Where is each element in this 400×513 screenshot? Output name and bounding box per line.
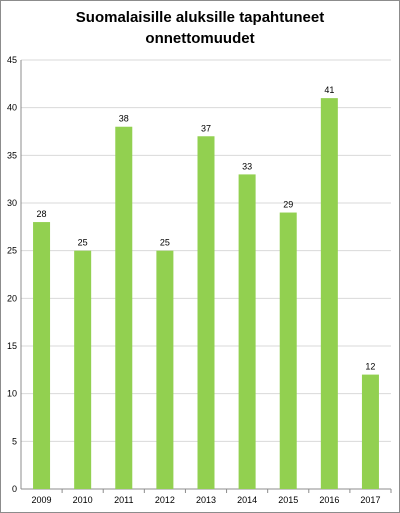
bar bbox=[238, 174, 256, 489]
y-tick-label: 20 bbox=[7, 293, 17, 303]
bar bbox=[156, 250, 174, 489]
data-label: 41 bbox=[324, 85, 334, 95]
data-label: 25 bbox=[160, 238, 170, 248]
x-tick-label: 2011 bbox=[114, 495, 133, 505]
x-tick-label: 2014 bbox=[237, 495, 257, 505]
y-tick-label: 30 bbox=[7, 198, 17, 208]
chart-title-line-2: onnettomuudet bbox=[145, 30, 255, 47]
y-tick-label: 40 bbox=[7, 103, 17, 113]
x-tick-label: 2016 bbox=[319, 495, 339, 505]
data-label: 38 bbox=[119, 114, 129, 124]
y-tick-label: 15 bbox=[7, 341, 17, 351]
data-label: 33 bbox=[242, 161, 252, 171]
y-tick-label: 10 bbox=[7, 389, 17, 399]
bar bbox=[33, 222, 51, 490]
chart-title-line-1: Suomalaisille aluksille tapahtuneet bbox=[75, 9, 325, 26]
x-tick-label: 2012 bbox=[155, 495, 175, 505]
x-tick-label: 2015 bbox=[278, 495, 298, 505]
bar bbox=[320, 98, 338, 489]
y-tick-label: 35 bbox=[7, 150, 17, 160]
data-label: 12 bbox=[365, 362, 375, 372]
y-tick-label: 5 bbox=[12, 436, 17, 446]
x-tick-label: 2013 bbox=[196, 495, 216, 505]
bar bbox=[361, 374, 379, 489]
data-label: 29 bbox=[283, 200, 293, 210]
bar bbox=[279, 212, 297, 490]
data-label: 37 bbox=[201, 123, 211, 133]
data-label: 28 bbox=[37, 209, 47, 219]
x-tick-label: 2009 bbox=[32, 495, 52, 505]
x-tick-label: 2017 bbox=[360, 495, 380, 505]
bar bbox=[74, 250, 92, 489]
y-tick-label: 45 bbox=[7, 55, 17, 65]
y-tick-label: 25 bbox=[7, 246, 17, 256]
bar bbox=[115, 126, 133, 489]
bar bbox=[197, 136, 215, 489]
y-tick-label: 0 bbox=[12, 484, 17, 494]
chart-title: Suomalaisille aluksille tapahtuneet onne… bbox=[0, 7, 400, 49]
data-label: 25 bbox=[78, 238, 88, 248]
x-tick-label: 2010 bbox=[73, 495, 93, 505]
